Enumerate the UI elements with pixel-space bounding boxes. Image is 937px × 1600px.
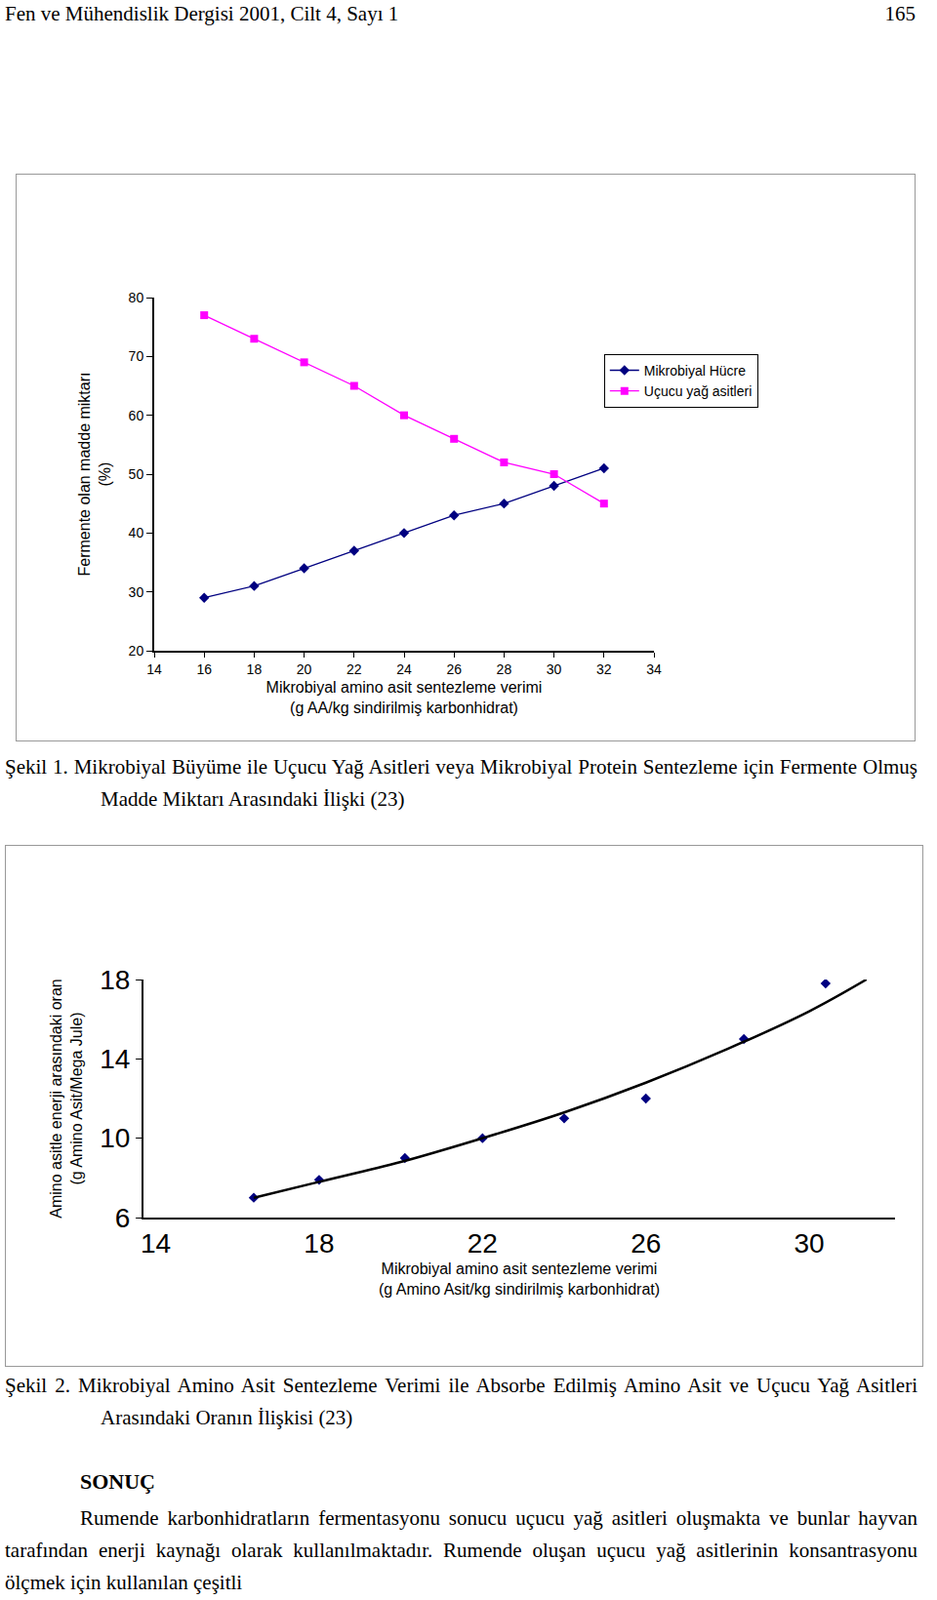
svg-text:14: 14 [99, 1044, 130, 1075]
svg-text:18: 18 [246, 661, 263, 678]
html-text:Rumende karbonhidratların ferm: Rumende karbonhidratların fermentasyonu … [4, 1507, 918, 1595]
svg-text:40: 40 [128, 525, 145, 541]
svg-text:50: 50 [128, 466, 145, 483]
svg-text:10: 10 [99, 1123, 130, 1154]
svg-text:16: 16 [196, 661, 212, 678]
svg-text:34: 34 [646, 661, 662, 678]
svg-text:30: 30 [128, 584, 145, 601]
html-text:165: 165 [884, 1, 916, 26]
svg-text:22: 22 [346, 661, 363, 678]
svg-text:28: 28 [496, 661, 513, 678]
svg-text:18: 18 [99, 965, 130, 996]
html-text:Şekil 2. Mikrobiyal Amino Asit: Şekil 2. Mikrobiyal Amino Asit Sentezlem… [4, 1374, 918, 1430]
svg-text:30: 30 [546, 661, 563, 678]
svg-text:32: 32 [596, 661, 612, 678]
svg-text:14: 14 [140, 1228, 171, 1260]
svg-text:20: 20 [128, 643, 145, 659]
svg-text:30: 30 [794, 1228, 825, 1260]
svg-text:60: 60 [128, 407, 145, 424]
svg-text:20: 20 [296, 661, 313, 678]
svg-text:18: 18 [303, 1228, 334, 1260]
svg-text:24: 24 [396, 661, 412, 678]
svg-text:26: 26 [630, 1228, 661, 1260]
svg-text:Fermente olan madde miktarı(%): Fermente olan madde miktarı(%) [76, 372, 114, 577]
svg-text:Mikrobiyal Hücre: Mikrobiyal Hücre [644, 363, 746, 379]
svg-text:22: 22 [467, 1228, 498, 1260]
svg-text:26: 26 [446, 661, 462, 678]
svg-text:Amino asitle enerji arasındaki: Amino asitle enerji arasındaki oran(g Am… [47, 978, 85, 1219]
svg-text:6: 6 [115, 1203, 131, 1234]
svg-text:70: 70 [128, 348, 145, 365]
html-text:SONUÇ: SONUÇ [80, 1469, 156, 1495]
html-text:Şekil 1. Mikrobiyal Büyüme ile: Şekil 1. Mikrobiyal Büyüme ile Uçucu Yağ… [4, 755, 918, 812]
svg-text:Mikrobiyal amino asit sentezle: Mikrobiyal amino asit sentezleme verimi(… [378, 1261, 660, 1299]
svg-text:Mikrobiyal amino asit sentezle: Mikrobiyal amino asit sentezleme verimi(… [266, 679, 543, 717]
svg-text:80: 80 [128, 289, 145, 306]
svg-text:Uçucu yağ asitleri: Uçucu yağ asitleri [644, 383, 753, 400]
svg-text:14: 14 [146, 661, 163, 678]
html-text:Fen ve Mühendislik Dergisi 200: Fen ve Mühendislik Dergisi 2001, Cilt 4,… [4, 1, 399, 26]
